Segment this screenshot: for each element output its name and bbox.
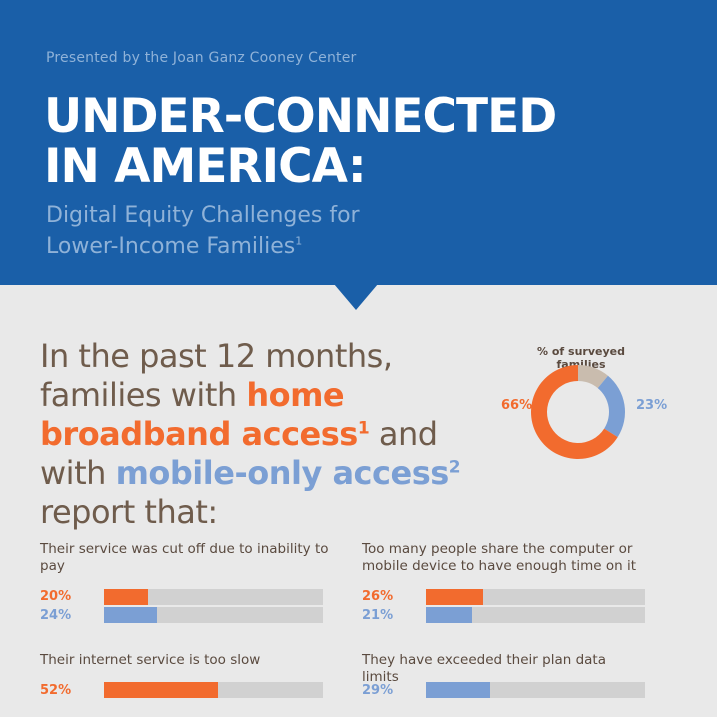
stat-cutoff-label: Their service was cut off due to inabili…	[40, 541, 329, 574]
stat-datalimit-mobile-track	[426, 682, 645, 698]
stat-sharing-label: Too many people share the computer or mo…	[362, 541, 637, 574]
stat-cutoff-mobile-track	[104, 607, 323, 623]
stat-sharing-mobile-track	[426, 607, 645, 623]
header-pointer	[334, 284, 378, 310]
header-banner	[0, 0, 717, 285]
page-title: UNDER-CONNECTED IN AMERICA:	[44, 89, 557, 194]
stat-slow-broadband-bar	[104, 682, 218, 698]
stat-cutoff-broadband-bar	[104, 589, 148, 605]
subtitle-line-1: Digital Equity Challenges for	[46, 203, 360, 228]
lead-part-2: and with	[40, 415, 438, 492]
stat-datalimit-mobile-bar	[426, 682, 490, 698]
subtitle-footnote: 1	[295, 234, 303, 248]
lead-part-3: report that:	[40, 493, 218, 531]
donut-slice-mobile	[597, 375, 625, 438]
stat-sharing-mobile-value: 21%	[362, 608, 394, 623]
title-line-2: IN AMERICA:	[44, 139, 367, 194]
page-subtitle: Digital Equity Challenges for Lower-Incom…	[46, 200, 360, 262]
broadband-label: home broadband access	[40, 376, 358, 453]
stat-sharing-broadband-value: 26%	[362, 589, 394, 604]
donut-label-broadband: 66%	[501, 398, 533, 413]
stat-cutoff-mobile-value: 24%	[40, 608, 72, 623]
stat-slow-broadband-value: 52%	[40, 683, 72, 698]
donut-chart	[531, 365, 625, 459]
stat-cutoff-broadband-value: 20%	[40, 589, 72, 604]
subtitle-line-2: Lower-Income Families	[46, 234, 296, 259]
stat-slow-broadband-track	[104, 682, 323, 698]
stat-cutoff-mobile-bar	[104, 607, 157, 623]
donut-slice-broadband	[531, 365, 618, 459]
donut-label-mobile: 23%	[636, 398, 668, 413]
donut-slice-other	[578, 365, 608, 389]
broadband-footnote: 1	[357, 418, 370, 439]
presented-by: Presented by the Joan Ganz Cooney Center	[46, 50, 357, 66]
lead-part-1: In the past 12 months, families with	[40, 337, 393, 414]
stat-sharing-broadband-track	[426, 589, 645, 605]
lead-statement: In the past 12 months, families with hom…	[40, 337, 510, 532]
stat-sharing-broadband-bar	[426, 589, 483, 605]
stat-datalimit-label: They have exceeded their plan data limit…	[362, 652, 606, 685]
stat-sharing-mobile-bar	[426, 607, 472, 623]
mobile-label: mobile-only access	[115, 454, 450, 492]
stat-datalimit-mobile-value: 29%	[362, 683, 394, 698]
title-line-1: UNDER-CONNECTED	[44, 89, 557, 144]
stat-cutoff-broadband-track	[104, 589, 323, 605]
mobile-footnote: 2	[448, 457, 461, 478]
stat-slow-label: Their internet service is too slow	[40, 652, 261, 668]
